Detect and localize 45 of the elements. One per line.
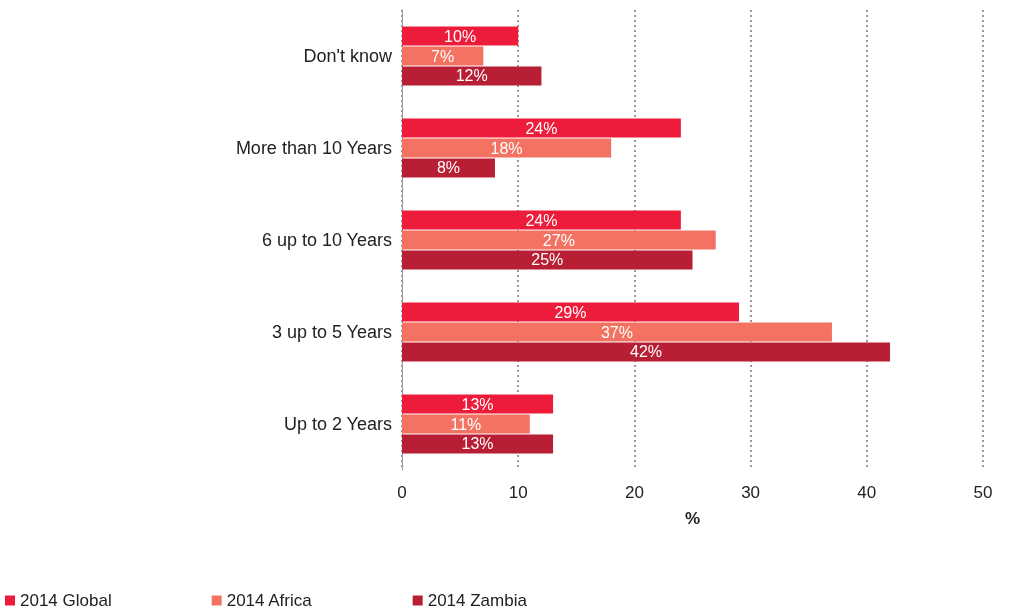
data-label: 29%: [554, 303, 587, 321]
y-tick-label: 6 up to 10 Years: [261, 230, 392, 250]
data-label: 12%: [455, 67, 488, 85]
data-label: 42%: [630, 343, 663, 361]
y-tick-label: 3 up to 5 Years: [271, 322, 392, 342]
bar: [402, 138, 612, 158]
bar: [402, 210, 681, 230]
bar: [402, 394, 554, 414]
bar: [402, 302, 739, 322]
data-label: 11%: [450, 415, 482, 433]
y-tick-label: Don't know: [303, 46, 393, 66]
data-label: 7%: [431, 47, 455, 65]
data-label: 24%: [525, 211, 558, 229]
bar: [402, 46, 484, 66]
x-tick-label: 30: [741, 483, 761, 502]
legend-label: 2014 Zambia: [427, 591, 528, 608]
x-axis-title: %: [684, 509, 701, 528]
x-tick-label: 20: [624, 483, 644, 502]
data-label: 24%: [525, 119, 558, 137]
bar: [402, 26, 519, 46]
bar: [402, 250, 693, 270]
y-tick-label: Up to 2 Years: [283, 414, 392, 434]
bar: [402, 322, 832, 342]
data-label: 18%: [490, 139, 523, 157]
data-label: 25%: [531, 251, 564, 269]
bar: [402, 158, 495, 178]
bar: [402, 434, 554, 454]
data-label: 27%: [542, 231, 575, 249]
x-tick-label: 10: [508, 483, 528, 502]
legend-label: 2014 Global: [20, 591, 112, 608]
data-label: 13%: [461, 435, 494, 453]
x-tick-label: 40: [857, 483, 877, 502]
legend-label: 2014 Africa: [226, 591, 313, 608]
bar: [402, 414, 530, 434]
data-label: 10%: [444, 27, 477, 45]
data-label: 8%: [436, 159, 461, 177]
x-tick-label: 0: [397, 483, 407, 502]
y-tick-label: More than 10 Years: [235, 138, 392, 158]
bar: [402, 66, 542, 86]
data-label: 37%: [600, 323, 633, 341]
x-tick-label: 50: [973, 483, 993, 502]
data-label: 13%: [461, 395, 494, 413]
bar: [402, 342, 891, 362]
bar: [402, 118, 681, 138]
bar: [402, 230, 716, 250]
